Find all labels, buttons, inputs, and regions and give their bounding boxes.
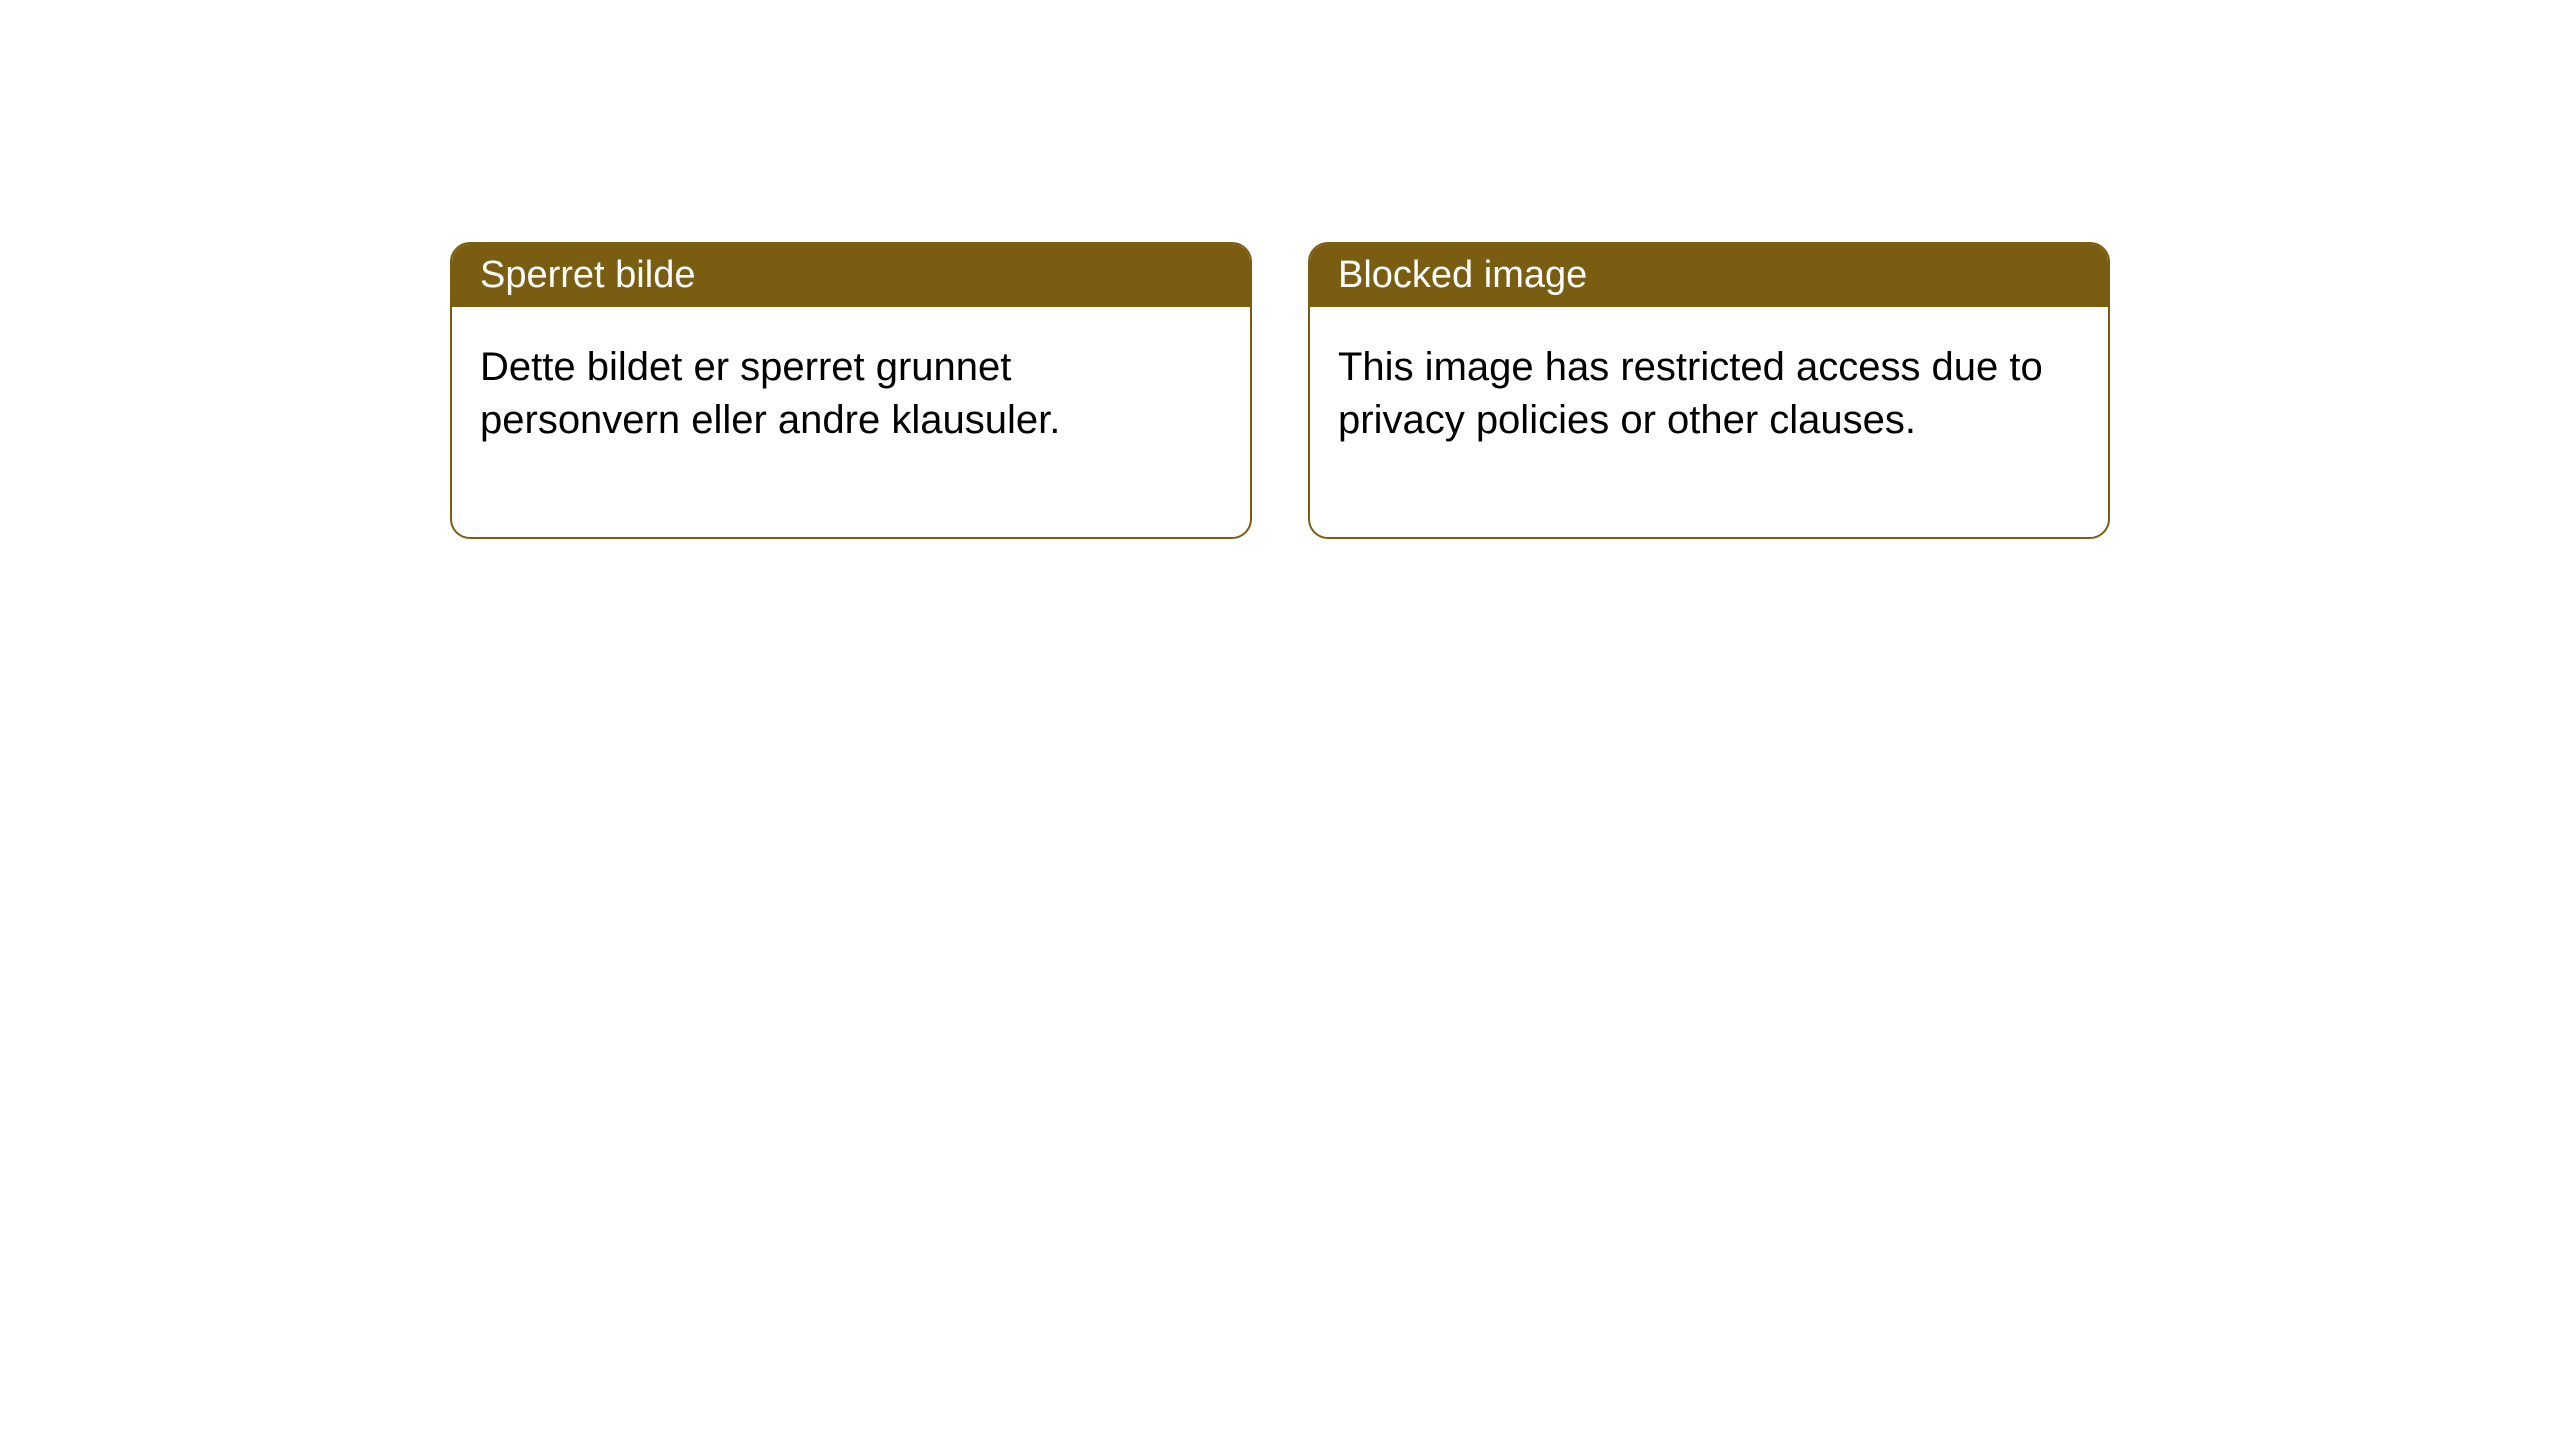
card-title: Sperret bilde <box>452 244 1250 307</box>
card-body: This image has restricted access due to … <box>1310 307 2108 537</box>
blocked-card-norwegian: Sperret bilde Dette bildet er sperret gr… <box>450 242 1252 539</box>
blocked-card-english: Blocked image This image has restricted … <box>1308 242 2110 539</box>
card-body: Dette bildet er sperret grunnet personve… <box>452 307 1250 537</box>
blocked-image-cards: Sperret bilde Dette bildet er sperret gr… <box>450 242 2110 539</box>
card-title: Blocked image <box>1310 244 2108 307</box>
